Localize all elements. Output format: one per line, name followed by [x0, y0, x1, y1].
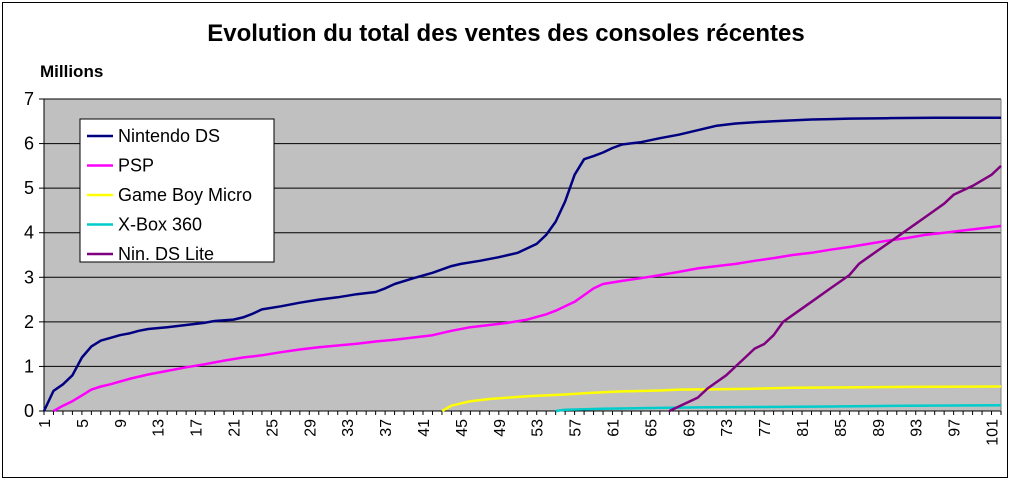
legend: Nintendo DS PSP Game Boy Micro X-Box 360 Nin…	[79, 118, 275, 264]
x-tick-label-97: 97	[947, 419, 964, 437]
x-tick-label-41: 41	[416, 419, 433, 437]
y-tick-label-0: 0	[24, 401, 34, 421]
y-axis-label: Millions	[40, 62, 104, 81]
legend-label-4: Nin. DS Lite	[118, 244, 214, 264]
x-tick-label-49: 49	[492, 419, 509, 437]
series-line-4	[668, 164, 1002, 413]
y-tick-label-4: 4	[24, 223, 34, 243]
legend-label-2: Game Boy Micro	[118, 185, 252, 205]
x-tick-label-61: 61	[606, 419, 623, 437]
chart-title: Evolution du total des ventes des consol…	[207, 20, 805, 47]
x-tick-label-21: 21	[227, 419, 244, 437]
x-tick-label-45: 45	[454, 419, 471, 437]
series-line-1	[52, 224, 1002, 413]
x-tick-label-5: 5	[75, 419, 92, 428]
x-tick-label-89: 89	[871, 419, 888, 437]
x-tick-label-69: 69	[681, 419, 698, 437]
x-tick-label-85: 85	[833, 419, 850, 437]
x-tick-label-13: 13	[151, 419, 168, 437]
series-line-0	[42, 116, 1001, 412]
x-tick-label-77: 77	[757, 419, 774, 437]
series-line-2	[441, 385, 1002, 413]
x-tick-label-73: 73	[719, 419, 736, 437]
series-line-3	[555, 403, 1002, 413]
series-lines	[42, 116, 1002, 413]
legend-label-3: X-Box 360	[118, 215, 202, 235]
axes	[43, 99, 1002, 415]
x-tick-label-33: 33	[340, 419, 357, 437]
y-tick-label-6: 6	[24, 134, 34, 154]
x-tick-label-65: 65	[643, 419, 660, 437]
x-tick-label-53: 53	[530, 419, 547, 437]
x-tick-label-29: 29	[302, 419, 319, 437]
y-tick-label-1: 1	[24, 356, 34, 376]
x-tick-label-17: 17	[189, 419, 206, 437]
x-tick-label-37: 37	[378, 419, 395, 437]
y-tick-label-5: 5	[24, 178, 34, 198]
legend-box	[79, 118, 275, 263]
legend-label-0: Nintendo DS	[118, 126, 220, 146]
x-tick-label-1: 1	[37, 419, 54, 428]
y-tick-labels: 0 1 2 3 4 5 6 7	[24, 89, 34, 421]
x-tick-labels: 1 5 9 13 17 21 25 29 33 37 41 45 49 53 57 61 65 69 73 77 81 8…	[37, 419, 1002, 446]
x-tick-label-25: 25	[264, 419, 281, 437]
y-tick-label-7: 7	[24, 89, 34, 109]
x-tick-label-81: 81	[795, 419, 812, 437]
x-tick-label-57: 57	[568, 419, 585, 437]
x-tick-label-9: 9	[113, 419, 130, 428]
legend-label-1: PSP	[118, 156, 154, 176]
y-tick-label-3: 3	[24, 267, 34, 287]
x-tick-label-93: 93	[909, 419, 926, 437]
y-tick-label-2: 2	[24, 312, 34, 332]
x-tick-label-101: 101	[985, 419, 1002, 446]
